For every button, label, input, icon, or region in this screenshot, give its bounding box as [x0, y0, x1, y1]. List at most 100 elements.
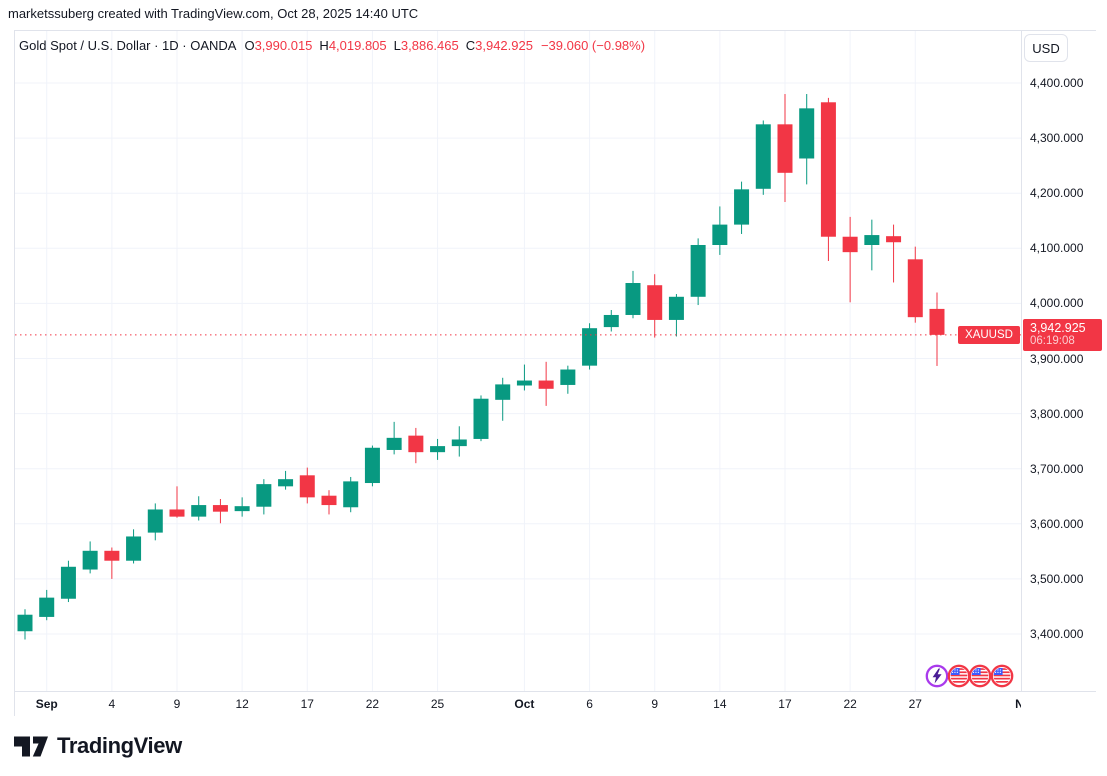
time-tick-label: 9 [173, 697, 181, 711]
current-price-axis-label: 3,942.925 06:19:08 [1023, 318, 1102, 351]
candle [234, 497, 250, 517]
candle [473, 395, 489, 442]
candle [538, 361, 554, 406]
price-tick-label: 4,000.000 [1030, 296, 1084, 311]
candle [321, 490, 337, 515]
time-tick-label: 12 [235, 697, 249, 711]
price-tick-label: 3,700.000 [1030, 461, 1084, 476]
high-value: 4,019.805 [328, 38, 387, 53]
candle [668, 294, 684, 337]
time-tick-label: 4 [108, 697, 116, 711]
candle [364, 445, 380, 487]
candle [256, 479, 272, 515]
candle [864, 219, 880, 271]
candle [690, 238, 706, 306]
candle [625, 270, 641, 319]
candle [39, 589, 55, 621]
candle [929, 292, 945, 366]
attribution-text: marketssuberg created with TradingView.c… [8, 6, 419, 21]
time-tick-label: 17 [778, 697, 792, 711]
candle [451, 426, 467, 457]
price-line-symbol-tag: XAUUSD [958, 325, 1020, 344]
us-flag-icon [990, 664, 1014, 688]
close-value: 3,942.925 [475, 38, 533, 53]
tradingview-logo[interactable]: TradingView [14, 733, 182, 759]
candle [603, 310, 619, 332]
bar-countdown: 06:19:08 [1030, 335, 1075, 348]
candle [82, 541, 98, 574]
economic-event-us-flag[interactable] [968, 664, 992, 688]
event-markers [15, 31, 1021, 691]
change-value: −39.060 (−0.98%) [540, 38, 646, 53]
candle [343, 476, 359, 513]
time-tick-label: 22 [843, 697, 857, 711]
candle [755, 120, 771, 195]
current-price: 3,942.925 [1030, 321, 1086, 336]
candle [734, 181, 750, 234]
candle [907, 246, 923, 323]
currency-toggle-button[interactable]: USD [1024, 34, 1068, 62]
time-tick-label: 9 [651, 697, 659, 711]
candle [430, 438, 446, 460]
chart-canvas[interactable] [15, 31, 1021, 691]
us-flag-icon [947, 664, 971, 688]
time-tick-label: 22 [365, 697, 380, 711]
high-label: H [319, 38, 329, 53]
time-tick-label: N [1015, 697, 1021, 711]
economic-event-lightning[interactable] [925, 664, 949, 688]
candle [842, 216, 858, 303]
candle [299, 467, 315, 504]
candle [799, 94, 815, 185]
candle [60, 560, 76, 603]
candle [386, 421, 402, 455]
time-tick-label: Oct [514, 697, 535, 711]
low-value: 3,886.465 [400, 38, 459, 53]
candle [17, 609, 33, 640]
time-tick-label: 17 [300, 697, 314, 711]
price-axis[interactable]: 3,942.925 06:19:08 4,400.000 4,300.000 4,2… [1021, 31, 1102, 691]
economic-event-us-flag[interactable] [990, 664, 1014, 688]
time-tick-label: 6 [586, 697, 593, 711]
symbol-title: Gold Spot / U.S. Dollar · 1D · OANDA [19, 38, 237, 53]
price-tick-label: 4,200.000 [1030, 186, 1084, 201]
chart-widget: Gold Spot / U.S. Dollar · 1D · OANDA O3,… [14, 30, 1102, 717]
candle [278, 470, 294, 490]
lightning-icon [925, 664, 949, 688]
time-tick-label: 25 [430, 697, 445, 711]
price-tick-label: 3,900.000 [1030, 351, 1084, 366]
price-tick-label: 4,100.000 [1030, 241, 1084, 256]
low-label: L [393, 38, 401, 53]
candle [408, 427, 424, 464]
time-axis[interactable]: Sep 4 9 12 17 22 25 Oct 6 9 14 17 22 27 N [15, 691, 1096, 717]
price-tick-label: 4,400.000 [1030, 76, 1084, 90]
candle [647, 274, 663, 338]
candle [712, 206, 728, 255]
candle [495, 377, 511, 421]
ohlc-values: O3,990.015 H4,019.805 L3,886.465 C3,942.… [244, 38, 533, 53]
economic-event-us-flag[interactable] [947, 664, 971, 688]
tradingview-logo-icon [14, 736, 48, 756]
candle [147, 503, 163, 541]
candle [516, 364, 532, 391]
price-tick-label: 4,300.000 [1030, 131, 1084, 146]
tradingview-wordmark: TradingView [57, 733, 182, 758]
time-tick-label: 27 [908, 697, 922, 711]
price-tick-label: 3,400.000 [1030, 627, 1084, 641]
candle [777, 94, 793, 203]
candle [820, 97, 836, 261]
candle [560, 365, 576, 394]
candle [126, 529, 142, 564]
candle [212, 499, 228, 524]
price-tick-label: 3,600.000 [1030, 516, 1084, 531]
open-value: 3,990.015 [254, 38, 313, 53]
price-tick-label: 3,800.000 [1030, 406, 1084, 421]
time-tick-label: Sep [35, 697, 58, 711]
candle [169, 486, 185, 518]
time-tick-label: 14 [713, 697, 727, 711]
candle [191, 496, 207, 521]
open-label: O [244, 38, 255, 53]
legend: Gold Spot / U.S. Dollar · 1D · OANDA O3,… [19, 38, 645, 53]
us-flag-icon [969, 664, 992, 688]
price-tick-label: 3,500.000 [1030, 571, 1084, 586]
